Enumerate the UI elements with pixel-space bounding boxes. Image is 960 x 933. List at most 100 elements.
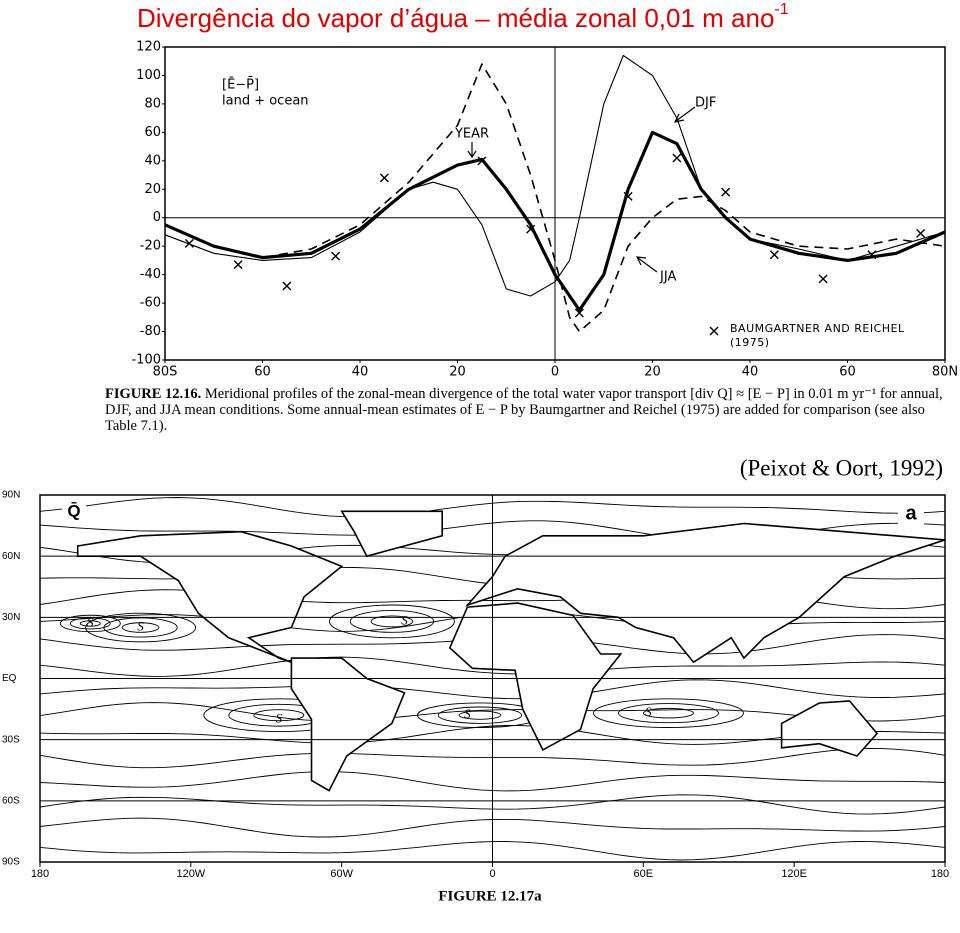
continent bbox=[780, 700, 879, 757]
continent bbox=[340, 510, 444, 558]
source-label: S bbox=[276, 710, 283, 725]
field-label: Q̄ bbox=[67, 501, 80, 520]
series-line bbox=[164, 54, 946, 297]
x-tick-label: 40 bbox=[742, 365, 759, 380]
source-label: S bbox=[645, 704, 652, 719]
arrow bbox=[467, 142, 477, 159]
source-label: S bbox=[401, 612, 408, 627]
legend-marker bbox=[709, 326, 719, 336]
x-tick-label: 60 bbox=[839, 365, 856, 380]
y-tick-label: -20 bbox=[140, 239, 161, 254]
citation: (Peixot & Oort, 1992) bbox=[740, 455, 943, 480]
latitude-label: 30N bbox=[2, 612, 20, 623]
arrow bbox=[635, 256, 658, 273]
map-body bbox=[40, 497, 945, 861]
annotation: land + ocean bbox=[222, 94, 309, 109]
source-label: S bbox=[137, 619, 144, 634]
y-tick-label: 100 bbox=[136, 68, 161, 83]
cross-marker bbox=[526, 224, 536, 234]
gyre bbox=[458, 710, 502, 720]
y-tick-label: -40 bbox=[140, 267, 161, 282]
caption-text: Meridional profiles of the zonal-mean di… bbox=[105, 386, 943, 434]
slide-title: Divergência do vapor d’água – média zona… bbox=[137, 1, 789, 33]
legend-label: BAUMGARTNER AND REICHEL (1975) bbox=[730, 322, 905, 349]
source-label: S bbox=[464, 706, 471, 721]
cross-marker bbox=[379, 173, 389, 183]
arrow bbox=[673, 106, 696, 123]
panel-label: a bbox=[905, 502, 917, 524]
gyre bbox=[121, 622, 160, 633]
latitude-label: 90N bbox=[2, 490, 20, 501]
cross-marker bbox=[623, 191, 633, 201]
series-line bbox=[164, 130, 946, 312]
gyre bbox=[79, 620, 101, 627]
y-tick-label: -60 bbox=[140, 296, 161, 311]
cross-marker bbox=[721, 187, 731, 197]
continent bbox=[290, 657, 406, 792]
y-tick-label: 40 bbox=[144, 153, 161, 168]
annotation: JJA bbox=[659, 270, 676, 285]
y-tick-label: 80 bbox=[144, 96, 161, 111]
gyre bbox=[370, 615, 414, 628]
x-tick-label: 60 bbox=[254, 365, 271, 380]
gyre bbox=[253, 709, 305, 722]
cross-marker bbox=[184, 238, 194, 248]
cross-marker bbox=[916, 228, 926, 238]
x-tick-label: 80S bbox=[153, 365, 178, 380]
longitude-label: 180 bbox=[931, 868, 949, 880]
x-tick-label: 40 bbox=[352, 365, 369, 380]
latitude-label: 30S bbox=[2, 734, 20, 745]
annotation: YEAR bbox=[454, 127, 489, 142]
series-line bbox=[164, 63, 946, 333]
gyre bbox=[437, 706, 523, 724]
gyre bbox=[328, 604, 455, 639]
latitude-label: 90S bbox=[2, 857, 20, 868]
y-tick-label: 20 bbox=[144, 182, 161, 197]
latitude-label: 60N bbox=[2, 551, 20, 562]
longitude-label: 180 bbox=[31, 868, 49, 880]
longitude-label: 120W bbox=[176, 868, 205, 880]
y-tick-label: 0 bbox=[153, 210, 161, 225]
legend-box: BAUMGARTNER AND REICHEL (1975) bbox=[730, 322, 905, 349]
cross-marker bbox=[867, 250, 877, 260]
annotation: DJF bbox=[695, 96, 716, 111]
x-tick-label: 20 bbox=[644, 365, 661, 380]
field-label-bg bbox=[62, 500, 86, 522]
cross-marker bbox=[331, 251, 341, 261]
caption-label: FIGURE 12.16. bbox=[105, 386, 202, 402]
continent bbox=[76, 530, 344, 663]
cross-marker bbox=[818, 274, 828, 284]
cross-marker bbox=[477, 156, 487, 166]
cross-marker bbox=[233, 260, 243, 270]
x-tick-label: 20 bbox=[449, 365, 466, 380]
latitude-label: 60S bbox=[2, 795, 20, 806]
cross-marker bbox=[282, 281, 292, 291]
cross-marker bbox=[574, 308, 584, 318]
longitude-label: 0 bbox=[489, 868, 495, 880]
source-label: S bbox=[87, 614, 94, 629]
gyre bbox=[349, 610, 435, 633]
longitude-label: 60E bbox=[634, 868, 654, 880]
annotation: [Ē−P̄] bbox=[222, 77, 259, 92]
y-tick-label: 120 bbox=[136, 40, 161, 55]
caption-box: FIGURE 12.16. Meridional profiles of the… bbox=[105, 386, 957, 434]
panel-label-bg bbox=[898, 503, 924, 525]
gyre bbox=[85, 612, 197, 643]
continent bbox=[464, 522, 945, 664]
latitude-label: EQ bbox=[2, 673, 17, 684]
longitude-label: 60W bbox=[330, 868, 353, 880]
y-tick-label: -100 bbox=[131, 353, 161, 368]
y-tick-label: 60 bbox=[144, 125, 161, 140]
title-superscript: -1 bbox=[774, 1, 788, 18]
gyre bbox=[643, 707, 694, 719]
gyre bbox=[593, 698, 744, 728]
gyre bbox=[618, 703, 719, 724]
y-tick-label: -80 bbox=[140, 324, 161, 339]
caption: FIGURE 12.16. Meridional profiles of the… bbox=[105, 386, 957, 434]
gyre bbox=[69, 617, 111, 630]
cross-marker bbox=[769, 250, 779, 260]
cross-marker bbox=[672, 153, 682, 163]
x-tick-label: 80N bbox=[932, 365, 958, 380]
longitude-label: 120E bbox=[781, 868, 807, 880]
